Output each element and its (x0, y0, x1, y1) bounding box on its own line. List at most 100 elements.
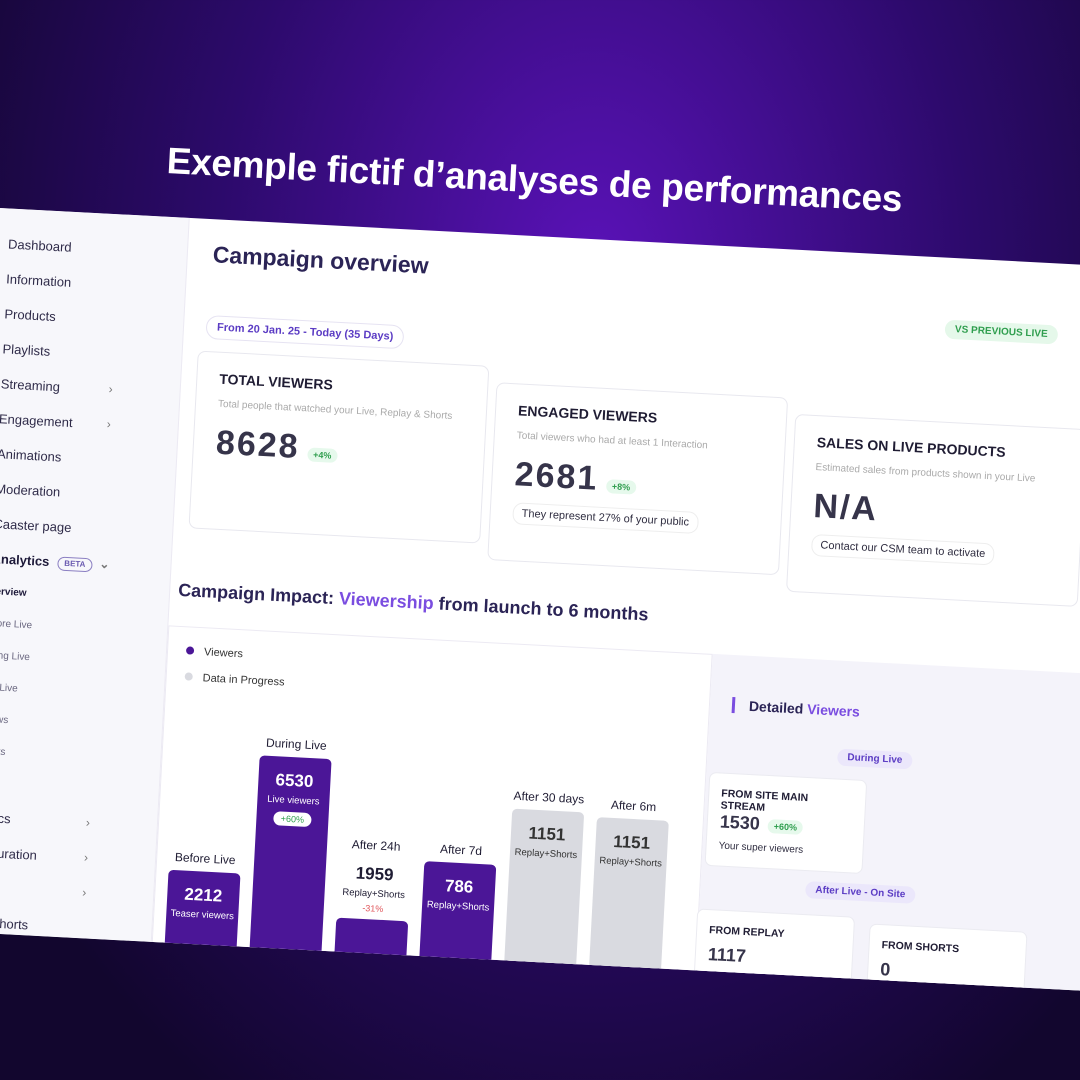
nav-label: Dashboard (7, 236, 73, 255)
date-range[interactable]: From 20 Jan. 25 - Today (35 Days) (205, 314, 405, 350)
detail-panel: Detailed Viewers During Live FROM SITE MA… (692, 653, 1080, 991)
legend-item: Viewers (185, 645, 244, 661)
card-value: 8628 (215, 423, 301, 466)
detail-value: 1530 (719, 811, 761, 834)
detail-note: They watched around 6m 7s (706, 973, 833, 991)
bar: 2212 Teaser viewers (164, 869, 241, 959)
nav-label: ed Shorts (0, 915, 29, 933)
nav-label: Caaster page (0, 516, 72, 536)
section-label: During Live (836, 748, 913, 770)
nav-label: Information (5, 271, 72, 290)
nav-label: views (0, 713, 9, 727)
heading-prefix: Detailed (748, 697, 804, 717)
legend-swatch (185, 646, 195, 655)
nav-label: ter Live (0, 682, 18, 695)
nav-label: tistics (0, 809, 11, 827)
detail-value: 0 (879, 959, 891, 980)
nav-label: ducts (0, 745, 6, 759)
chevron: › (108, 381, 114, 397)
legend-label: Viewers (203, 646, 244, 661)
detail-note: No shorts related to this live. Contact … (878, 988, 1012, 991)
impact-heading: Campaign Impact: Viewership from launch … (178, 580, 649, 626)
nav-label: uring Live (0, 649, 31, 664)
bar-sublabel: Live viewers (266, 793, 320, 808)
nav-label: efore Live (0, 617, 33, 632)
heading-highlight: Viewers (806, 700, 861, 720)
nav-label: verview (0, 586, 27, 599)
bar-sublabel: Replay+Shorts (514, 846, 578, 862)
bar-sublabel: Replay+Shorts (426, 899, 490, 914)
legend-item: Data in Progress (184, 671, 285, 689)
nav-label: Engagement (0, 411, 73, 431)
kpi-card: TOTAL VIEWERS Total people that watched y… (188, 350, 490, 544)
detail-note: Your super viewers (718, 840, 804, 856)
detail-heading: Detailed Viewers (731, 697, 861, 720)
nav-label: Animations (0, 446, 62, 465)
bar-badge: +60% (273, 811, 312, 828)
kpi-card: ENGAGED VIEWERS Total viewers who had at … (487, 382, 789, 576)
bar-category: Before Live (174, 850, 236, 868)
bar-value: 1151 (612, 831, 651, 853)
nav-label: Playlists (2, 341, 51, 359)
bar-sublabel: Replay+Shorts (599, 855, 663, 870)
bar-category: After 30 days (513, 788, 585, 807)
nav-label: Products (4, 306, 57, 325)
bar: 1151 Replay+Shorts (503, 808, 585, 977)
bar-labels: After 24h 1959 Replay+Shorts -31% (328, 836, 422, 918)
dashboard-panel: Dashboard Information Products Playlists Str… (0, 208, 1080, 991)
nav-label: Streaming (0, 376, 61, 395)
viewership-chart: Viewers Data in Progress 2212 Teaser viewer… (151, 625, 713, 984)
compare-badge[interactable]: VS PREVIOUS LIVE (944, 319, 1059, 345)
bar-category: After 24h (351, 837, 401, 854)
bar-value: 786 (444, 876, 474, 897)
bar-value: 1151 (528, 823, 566, 845)
chevron: › (106, 416, 112, 432)
bar-sublabel: Replay+Shorts (342, 886, 406, 902)
kpi-card: SALES ON LIVE PRODUCTS Estimated sales fr… (785, 413, 1080, 607)
bar-badge: -31% (362, 902, 384, 915)
chevron: ⌄ (99, 556, 110, 572)
card-value: 2681 (513, 455, 600, 498)
headline: Exemple fictif d’analyses de performance… (165, 140, 904, 220)
card-note: They represent 27% of your public (512, 502, 699, 534)
legend-swatch (184, 672, 193, 681)
page-title: Campaign overview (212, 241, 430, 279)
card-title: SALES ON LIVE PRODUCTS (816, 434, 1007, 460)
card-title: ENGAGED VIEWERS (517, 402, 658, 426)
bar-category: After 6m (610, 797, 657, 815)
nav-label: Moderation (0, 481, 61, 500)
nav-label: nfiguration (0, 844, 38, 863)
chevron: › (85, 815, 91, 830)
card-note: Contact our CSM team to activate (810, 533, 995, 566)
heading-highlight: Viewership (338, 588, 435, 614)
section-label: After Live - On Site (804, 881, 916, 904)
bar-sublabel: Teaser viewers (170, 907, 235, 923)
detail-title: FROM SHORTS (881, 939, 960, 956)
nav-label: Analytics (0, 551, 50, 570)
card-value: N/A (812, 487, 879, 529)
heading-prefix: Campaign Impact: (177, 579, 335, 609)
bar: 1151 Replay+Shorts (588, 817, 669, 981)
bar: 786 Replay+Shorts (418, 861, 497, 972)
bar-value: 1959 (355, 863, 395, 885)
bar (333, 917, 409, 968)
delta-badge: +4% (306, 447, 338, 463)
bar-category: After 7d (439, 841, 483, 859)
bar-category: During Live (265, 735, 328, 753)
detail-card: FROM REPLAY 1117 They watched around 6m 7s (692, 908, 856, 991)
chevron: › (83, 850, 89, 865)
heading-suffix: from launch to 6 months (438, 593, 649, 625)
beta-badge: BETA (56, 556, 93, 572)
legend-label: Data in Progress (202, 672, 285, 689)
bar: 6530 Live viewers +60% (249, 755, 332, 963)
detail-value: 1117 (707, 944, 747, 967)
detail-card: FROM SHORTS 0 No shorts related to this li… (863, 923, 1028, 991)
delta-badge: +8% (605, 478, 637, 495)
bar-value: 2212 (183, 884, 223, 906)
card-title: TOTAL VIEWERS (218, 370, 334, 393)
bar-value: 6530 (275, 770, 314, 792)
delta-badge: +60% (767, 818, 804, 835)
detail-title: FROM REPLAY (708, 924, 785, 941)
detail-card: FROM SITE MAIN STREAM 1530 +60% Your super … (704, 771, 868, 875)
